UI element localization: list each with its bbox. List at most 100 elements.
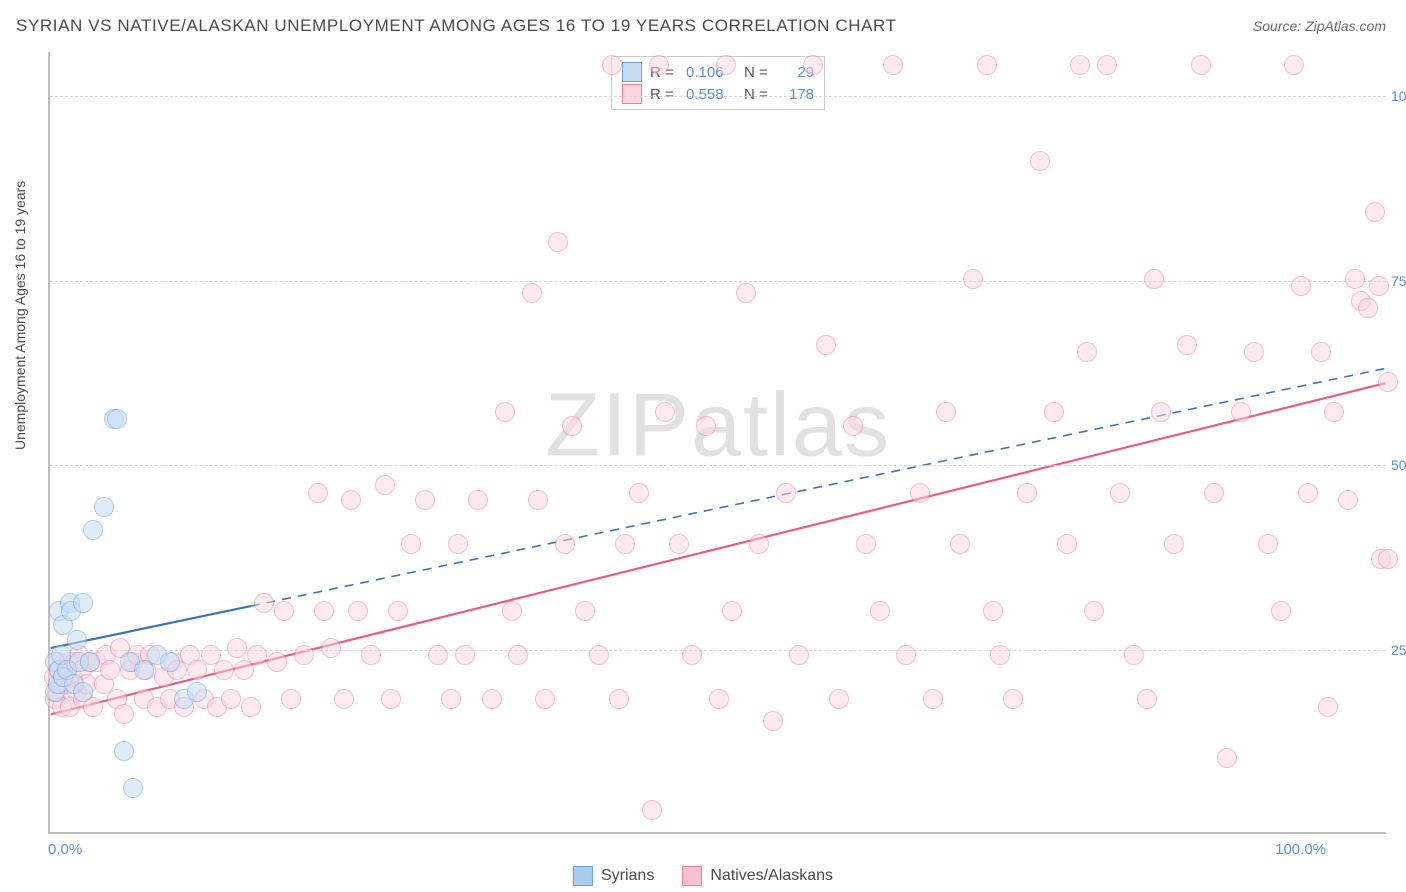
scatter-point (856, 534, 876, 554)
scatter-point (114, 704, 134, 724)
scatter-point (789, 645, 809, 665)
scatter-point (1110, 483, 1130, 503)
scatter-point (776, 483, 796, 503)
scatter-point (1231, 402, 1251, 422)
scatter-point (548, 232, 568, 252)
gridline (50, 465, 1386, 466)
scatter-point (555, 534, 575, 554)
scatter-point (716, 55, 736, 75)
plot-area: ZIPatlas R =0.106N =29R =0.558N =178 0.0… (48, 52, 1386, 834)
scatter-point (883, 55, 903, 75)
scatter-point (575, 601, 595, 621)
scatter-point (923, 689, 943, 709)
scatter-point (1057, 534, 1077, 554)
legend-n-label: N = (744, 64, 772, 81)
scatter-point (428, 645, 448, 665)
scatter-point (1244, 342, 1264, 362)
scatter-point (1324, 402, 1344, 422)
scatter-point (1191, 55, 1211, 75)
scatter-point (94, 497, 114, 517)
scatter-point (388, 601, 408, 621)
scatter-point (870, 601, 890, 621)
scatter-point (649, 55, 669, 75)
scatter-point (341, 490, 361, 510)
scatter-point (1338, 490, 1358, 510)
scatter-point (1345, 269, 1365, 289)
legend-label: Natives/Alaskans (710, 867, 833, 885)
scatter-point (468, 490, 488, 510)
watermark: ZIPatlas (545, 375, 891, 478)
scatter-point (455, 645, 475, 665)
scatter-point (401, 534, 421, 554)
scatter-point (1151, 402, 1171, 422)
scatter-point (241, 697, 261, 717)
x-axis-tick-min: 0.0% (48, 841, 82, 858)
scatter-point (977, 55, 997, 75)
scatter-point (114, 741, 134, 761)
scatter-point (1044, 402, 1064, 422)
scatter-point (1124, 645, 1144, 665)
scatter-point (562, 416, 582, 436)
scatter-point (629, 483, 649, 503)
scatter-point (334, 689, 354, 709)
scatter-point (1077, 342, 1097, 362)
scatter-point (829, 689, 849, 709)
legend-item: Natives/Alaskans (682, 866, 833, 886)
scatter-point (80, 652, 100, 672)
scatter-point (381, 689, 401, 709)
scatter-point (123, 778, 143, 798)
scatter-point (910, 483, 930, 503)
legend-n-label: N = (744, 86, 772, 103)
scatter-point (1291, 276, 1311, 296)
scatter-point (1358, 298, 1378, 318)
legend-r-value: 0.558 (686, 86, 736, 103)
series-legend: SyriansNatives/Alaskans (573, 866, 833, 886)
scatter-point (214, 660, 234, 680)
scatter-point (602, 55, 622, 75)
source-attribution: Source: ZipAtlas.com (1253, 18, 1386, 34)
scatter-point (254, 593, 274, 613)
scatter-point (803, 55, 823, 75)
scatter-point (375, 475, 395, 495)
scatter-point (589, 645, 609, 665)
y-axis-tick: 50.0% (1391, 457, 1406, 473)
scatter-point (274, 601, 294, 621)
scatter-point (107, 409, 127, 429)
scatter-point (655, 402, 675, 422)
scatter-point (1284, 55, 1304, 75)
scatter-point (1217, 748, 1237, 768)
scatter-point (100, 660, 120, 680)
scatter-point (535, 689, 555, 709)
scatter-point (843, 416, 863, 436)
scatter-point (502, 601, 522, 621)
scatter-point (73, 593, 93, 613)
scatter-point (1378, 372, 1398, 392)
scatter-point (160, 652, 180, 672)
scatter-point (348, 601, 368, 621)
scatter-point (482, 689, 502, 709)
scatter-point (1003, 689, 1023, 709)
scatter-point (609, 689, 629, 709)
y-axis-tick: 100.0% (1391, 88, 1406, 104)
legend-swatch (622, 62, 642, 82)
scatter-point (83, 520, 103, 540)
scatter-point (267, 652, 287, 672)
scatter-point (247, 645, 267, 665)
scatter-point (936, 402, 956, 422)
scatter-point (1378, 549, 1398, 569)
chart-container: SYRIAN VS NATIVE/ALASKAN UNEMPLOYMENT AM… (0, 0, 1406, 892)
scatter-point (1204, 483, 1224, 503)
legend-n-value: 178 (780, 86, 814, 103)
scatter-point (495, 402, 515, 422)
scatter-point (736, 283, 756, 303)
scatter-point (187, 682, 207, 702)
scatter-point (1017, 483, 1037, 503)
scatter-point (749, 534, 769, 554)
scatter-point (281, 689, 301, 709)
scatter-point (1097, 55, 1117, 75)
scatter-point (361, 645, 381, 665)
scatter-point (1369, 276, 1389, 296)
scatter-point (1365, 202, 1385, 222)
scatter-point (1164, 534, 1184, 554)
scatter-point (314, 601, 334, 621)
